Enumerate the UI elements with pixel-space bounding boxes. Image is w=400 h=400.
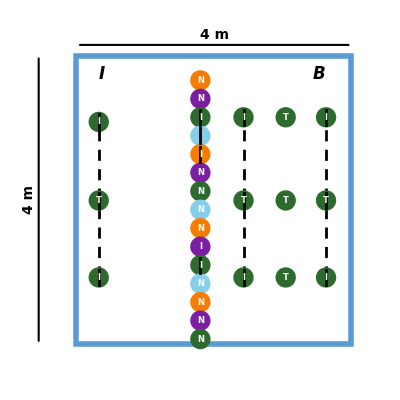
Circle shape <box>316 267 336 288</box>
Circle shape <box>190 255 210 275</box>
Text: I: I <box>97 273 100 282</box>
Text: 4 m: 4 m <box>22 185 36 214</box>
Text: B: B <box>313 65 325 83</box>
Text: N: N <box>197 94 204 103</box>
Circle shape <box>190 292 210 312</box>
Circle shape <box>190 70 210 90</box>
Circle shape <box>88 190 109 211</box>
Text: T: T <box>323 196 329 205</box>
Text: I: I <box>199 150 202 159</box>
Circle shape <box>190 107 210 128</box>
Circle shape <box>190 218 210 238</box>
Circle shape <box>316 190 336 211</box>
Text: N: N <box>197 76 204 85</box>
Circle shape <box>190 329 210 349</box>
Text: N: N <box>197 187 204 196</box>
Circle shape <box>190 181 210 201</box>
Text: T: T <box>96 196 102 205</box>
Circle shape <box>190 89 210 109</box>
Text: T: T <box>283 273 289 282</box>
Text: I: I <box>242 113 245 122</box>
Text: N: N <box>197 205 204 214</box>
Circle shape <box>190 126 210 146</box>
Text: I: I <box>199 242 202 251</box>
Text: N: N <box>197 298 204 306</box>
Circle shape <box>88 112 109 132</box>
Circle shape <box>190 274 210 294</box>
Text: T: T <box>283 196 289 205</box>
Circle shape <box>233 267 254 288</box>
Circle shape <box>233 107 254 128</box>
Circle shape <box>276 190 296 211</box>
Circle shape <box>190 200 210 220</box>
Text: T: T <box>240 196 246 205</box>
Text: N: N <box>197 224 204 233</box>
Text: I: I <box>99 65 105 83</box>
Text: I: I <box>97 118 100 126</box>
Text: I: I <box>324 113 328 122</box>
Text: N: N <box>197 334 204 344</box>
FancyBboxPatch shape <box>76 56 351 344</box>
Text: I: I <box>199 261 202 270</box>
Text: T: T <box>283 113 289 122</box>
Text: I: I <box>324 273 328 282</box>
Circle shape <box>316 107 336 128</box>
Text: I: I <box>199 113 202 122</box>
Circle shape <box>88 267 109 288</box>
Circle shape <box>276 267 296 288</box>
Circle shape <box>190 144 210 164</box>
Circle shape <box>190 310 210 331</box>
Circle shape <box>190 162 210 183</box>
Text: 4 m: 4 m <box>200 28 229 42</box>
Text: N: N <box>197 279 204 288</box>
Text: I: I <box>242 273 245 282</box>
Circle shape <box>233 190 254 211</box>
Text: N: N <box>197 316 204 325</box>
Circle shape <box>190 236 210 257</box>
Circle shape <box>276 107 296 128</box>
Text: N: N <box>197 168 204 177</box>
